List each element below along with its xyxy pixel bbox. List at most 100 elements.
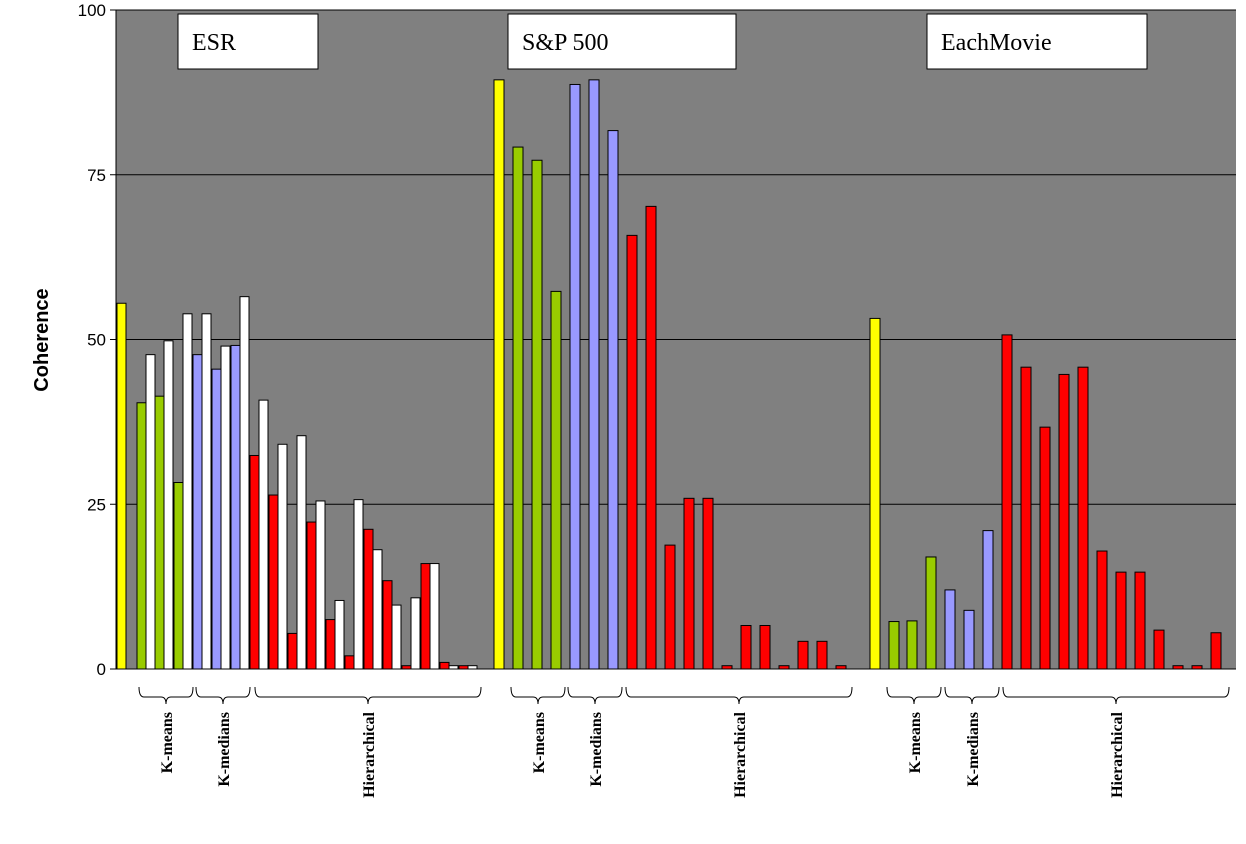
bar xyxy=(306,521,317,670)
bar xyxy=(268,494,279,670)
bar xyxy=(277,443,288,670)
bar xyxy=(925,556,937,670)
bar xyxy=(287,632,298,670)
bar xyxy=(512,146,524,670)
group-brace xyxy=(625,686,853,705)
panel-titles: ESR S&P 500 EachMovie xyxy=(177,13,1148,70)
y-tick-label: 0 xyxy=(97,660,106,679)
group-brace xyxy=(886,686,942,705)
bar xyxy=(429,563,440,670)
panel-title: ESR xyxy=(192,30,236,56)
group-label: Hierarchical xyxy=(732,711,749,797)
group-label: K-means xyxy=(907,712,924,773)
y-tick-label: 100 xyxy=(78,1,106,20)
bar xyxy=(363,528,374,670)
bar xyxy=(420,563,431,670)
bar xyxy=(664,544,676,670)
bar xyxy=(797,640,809,670)
bar xyxy=(702,497,714,670)
bar xyxy=(963,609,975,670)
panel-title-box xyxy=(177,13,319,70)
group-label: K-means xyxy=(531,712,548,773)
bar xyxy=(1039,426,1051,670)
bar xyxy=(116,302,127,670)
bar xyxy=(334,599,345,670)
group-label: Hierarchical xyxy=(1109,711,1126,797)
bar xyxy=(391,604,402,670)
bar xyxy=(220,345,231,670)
bar xyxy=(344,655,355,670)
bar xyxy=(182,313,193,670)
bar xyxy=(607,130,619,670)
bar xyxy=(645,205,657,670)
bar xyxy=(325,619,336,670)
bar xyxy=(906,620,918,670)
panel-title: S&P 500 xyxy=(522,30,608,56)
bar xyxy=(372,549,383,670)
y-tick-label: 50 xyxy=(87,331,106,350)
bar xyxy=(211,368,222,670)
bar xyxy=(439,661,450,670)
group-brace xyxy=(195,686,251,705)
bar xyxy=(588,79,600,670)
bar xyxy=(944,589,956,670)
group-brace xyxy=(510,686,566,705)
group-label: K-means xyxy=(159,712,176,773)
bar xyxy=(1077,366,1089,670)
y-tick-label: 75 xyxy=(87,166,106,185)
bar xyxy=(1153,629,1165,670)
bar xyxy=(1115,571,1127,670)
bar xyxy=(759,625,771,670)
group-brace xyxy=(567,686,623,705)
bar xyxy=(683,497,695,670)
bar xyxy=(258,399,269,670)
bar xyxy=(410,597,421,670)
group-label: Hierarchical xyxy=(361,711,378,797)
bar xyxy=(550,290,562,670)
bar xyxy=(626,234,638,670)
bar xyxy=(382,580,393,670)
bar xyxy=(230,344,241,670)
bar xyxy=(1096,550,1108,670)
bars xyxy=(116,79,1222,670)
bar xyxy=(1058,373,1070,670)
panel-title-box xyxy=(507,13,737,70)
bar xyxy=(569,83,581,670)
y-axis: 0 25 50 75 100 xyxy=(78,1,1236,679)
bar xyxy=(1210,632,1222,670)
bar xyxy=(816,640,828,670)
panel-title: EachMovie xyxy=(941,30,1052,56)
bar xyxy=(136,402,147,670)
bar xyxy=(740,625,752,670)
group-brace xyxy=(944,686,1000,705)
group-brace xyxy=(138,686,194,705)
group-label: K-medians xyxy=(965,712,982,787)
bar xyxy=(163,340,174,670)
bar xyxy=(1134,571,1146,670)
bar xyxy=(982,530,994,670)
bar xyxy=(315,500,326,670)
bar xyxy=(493,79,505,670)
bar xyxy=(201,313,212,670)
y-axis-label: Coherence xyxy=(31,288,53,391)
bar xyxy=(353,499,364,670)
bar xyxy=(173,482,184,670)
bar xyxy=(869,317,881,670)
group-brace xyxy=(1002,686,1230,705)
group-label: K-medians xyxy=(588,712,605,787)
bar xyxy=(531,159,543,670)
y-tick-label: 25 xyxy=(87,495,106,514)
bar xyxy=(1001,334,1013,670)
group-labels: K-means K-medians Hierarchical K-means K-med… xyxy=(138,686,1230,798)
bar xyxy=(154,395,165,670)
bar xyxy=(145,354,156,670)
bar xyxy=(1020,366,1032,670)
panel-title-box xyxy=(926,13,1148,70)
bar xyxy=(888,621,900,670)
group-label: K-medians xyxy=(216,712,233,787)
bar xyxy=(192,354,203,670)
group-brace xyxy=(254,686,482,705)
bar xyxy=(296,435,307,670)
